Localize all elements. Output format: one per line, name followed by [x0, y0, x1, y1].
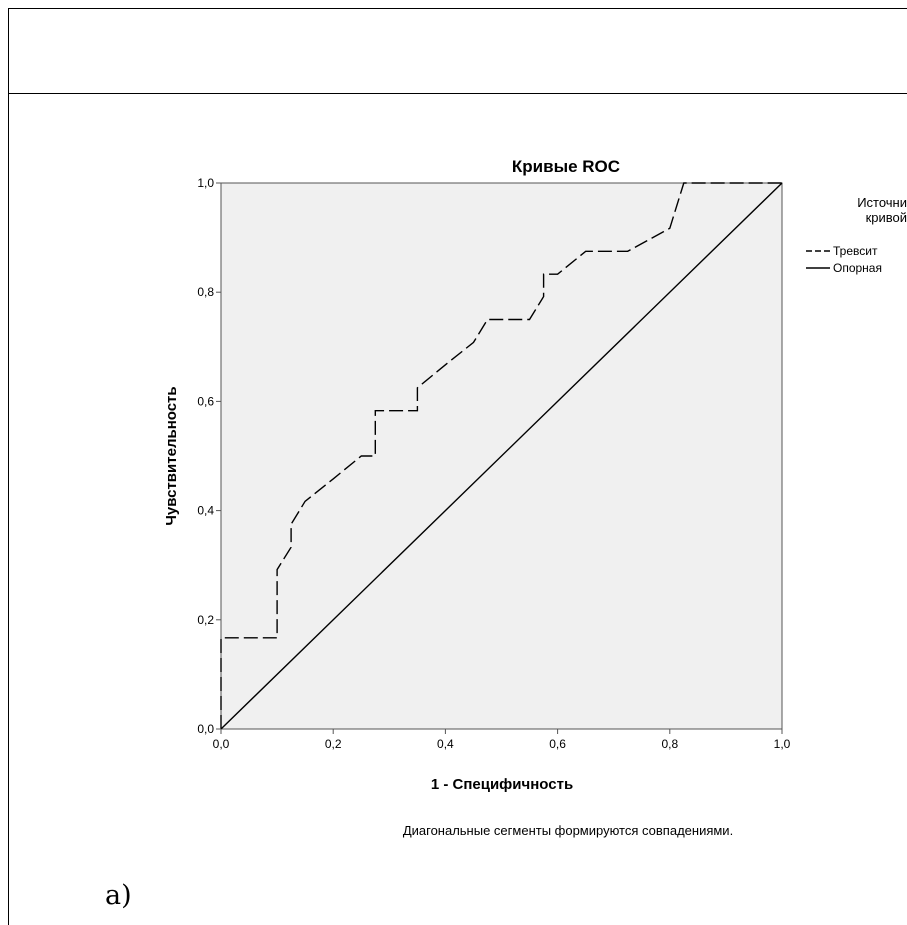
x-tick-label: 0,6 [549, 737, 566, 751]
legend-title: Источни [857, 195, 907, 210]
y-tick-label: 0,8 [197, 285, 214, 299]
legend-title-line2: кривой [866, 210, 907, 225]
series-reference-line [220, 182, 783, 730]
x-axis-label: 1 - Специфичность [431, 776, 573, 793]
x-ticks: 0,0 0,2 0,4 0,6 0,8 1,0 [213, 729, 791, 751]
chart-title: Кривые ROC [512, 157, 620, 176]
curves-layer [220, 182, 783, 730]
y-tick-label: 0,4 [197, 504, 214, 518]
legend-items: Тревсит Опорная [806, 244, 882, 275]
x-tick-label: 1,0 [774, 737, 791, 751]
legend: Источни кривой Тревсит Опорная [806, 195, 907, 275]
x-tick-label: 0,8 [661, 737, 678, 751]
legend-label: Опорная [833, 261, 882, 275]
left-border [8, 94, 9, 925]
y-axis-label: Чувствительность [163, 386, 180, 525]
header-frame [8, 8, 907, 94]
y-ticks: 0,0 0,2 0,4 0,6 0,8 1,0 [197, 176, 221, 736]
panel-label: а) [105, 880, 132, 911]
y-tick-label: 1,0 [197, 176, 214, 190]
x-tick-label: 0,2 [325, 737, 342, 751]
y-tick-label: 0,0 [197, 722, 214, 736]
footnote: Диагональные сегменты формируются совпад… [403, 823, 733, 838]
y-tick-label: 0,2 [197, 613, 214, 627]
legend-label: Тревсит [833, 244, 878, 258]
y-tick-label: 0,6 [197, 394, 214, 408]
series-roc-curve [220, 182, 782, 729]
x-tick-label: 0,0 [213, 737, 230, 751]
x-tick-label: 0,4 [437, 737, 454, 751]
